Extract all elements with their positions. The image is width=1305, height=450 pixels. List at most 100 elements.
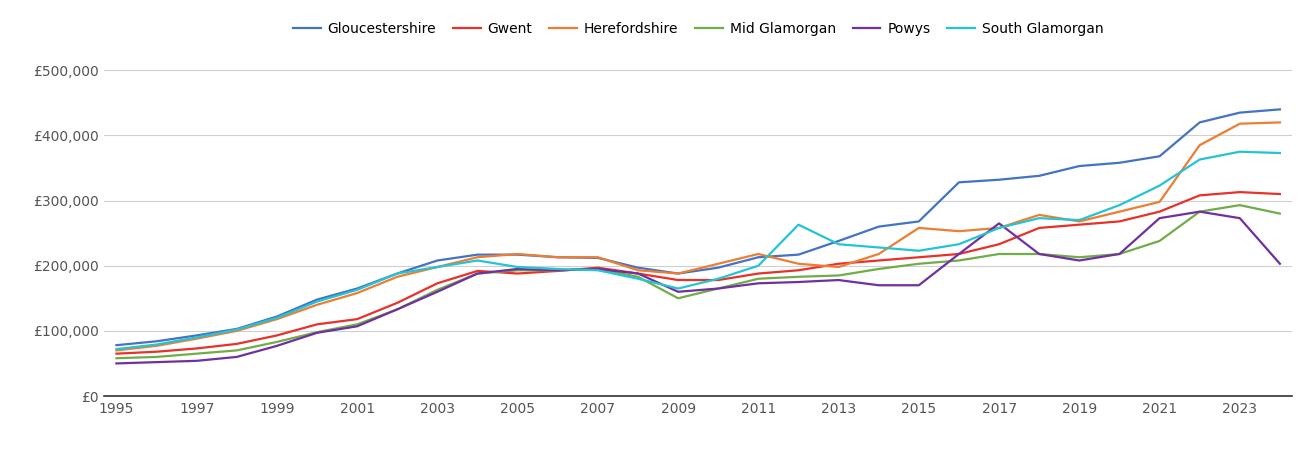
Gloucestershire (389, 271, 405, 276)
South Glamorgan (269, 315, 284, 320)
Powys (1152, 216, 1168, 221)
Powys (671, 289, 686, 294)
Herefordshire (911, 225, 927, 231)
Mid Glamorgan (1152, 238, 1168, 243)
Powys (1112, 251, 1128, 256)
Gloucestershire (1112, 160, 1128, 166)
Gwent (671, 277, 686, 283)
Line: Gloucestershire: Gloucestershire (116, 109, 1280, 345)
South Glamorgan (870, 245, 886, 250)
Gwent (149, 349, 164, 355)
Powys (149, 360, 164, 365)
Mid Glamorgan (791, 274, 806, 279)
Herefordshire (1112, 209, 1128, 214)
Gloucestershire (510, 252, 526, 257)
South Glamorgan (951, 242, 967, 247)
Mid Glamorgan (108, 356, 124, 361)
Herefordshire (992, 225, 1007, 231)
Gwent (510, 271, 526, 276)
Mid Glamorgan (750, 276, 766, 281)
Line: Mid Glamorgan: Mid Glamorgan (116, 205, 1280, 358)
Mid Glamorgan (429, 287, 445, 292)
Gwent (1112, 219, 1128, 224)
Gloucestershire (671, 271, 686, 276)
Mid Glamorgan (951, 258, 967, 263)
South Glamorgan (149, 342, 164, 347)
Line: Powys: Powys (116, 212, 1280, 364)
Herefordshire (630, 268, 646, 273)
Gwent (1191, 193, 1207, 198)
Legend: Gloucestershire, Gwent, Herefordshire, Mid Glamorgan, Powys, South Glamorgan: Gloucestershire, Gwent, Herefordshire, M… (287, 17, 1109, 41)
Gwent (108, 351, 124, 356)
Gloucestershire (269, 314, 284, 319)
Mid Glamorgan (870, 266, 886, 272)
Powys (831, 277, 847, 283)
Herefordshire (710, 261, 726, 266)
Gloucestershire (108, 342, 124, 348)
Gwent (750, 271, 766, 276)
Mid Glamorgan (350, 322, 365, 327)
Herefordshire (1152, 199, 1168, 205)
Gloucestershire (630, 265, 646, 270)
Powys (108, 361, 124, 366)
Mid Glamorgan (189, 351, 205, 356)
Mid Glamorgan (992, 251, 1007, 256)
Powys (429, 289, 445, 294)
Herefordshire (269, 316, 284, 322)
Powys (630, 271, 646, 276)
Powys (750, 281, 766, 286)
Gwent (710, 277, 726, 283)
Herefordshire (671, 271, 686, 276)
Gloucestershire (590, 255, 606, 261)
Powys (389, 306, 405, 312)
Gloucestershire (549, 255, 565, 260)
Mid Glamorgan (1191, 209, 1207, 214)
Gloucestershire (992, 177, 1007, 182)
Gloucestershire (1152, 153, 1168, 159)
Powys (309, 330, 325, 336)
Powys (1191, 209, 1207, 214)
Mid Glamorgan (831, 273, 847, 278)
Gloucestershire (1031, 173, 1047, 179)
Powys (911, 283, 927, 288)
South Glamorgan (791, 222, 806, 227)
South Glamorgan (108, 346, 124, 352)
Line: Gwent: Gwent (116, 192, 1280, 354)
Powys (470, 271, 485, 276)
Powys (590, 266, 606, 272)
Gwent (350, 316, 365, 322)
Mid Glamorgan (149, 354, 164, 360)
Gwent (429, 281, 445, 286)
Powys (951, 251, 967, 256)
Gloucestershire (1071, 163, 1087, 169)
Mid Glamorgan (911, 261, 927, 266)
Herefordshire (149, 343, 164, 349)
Mid Glamorgan (228, 348, 244, 353)
Mid Glamorgan (1232, 202, 1248, 208)
Herefordshire (1071, 219, 1087, 224)
South Glamorgan (228, 327, 244, 332)
Powys (791, 279, 806, 285)
Mid Glamorgan (590, 266, 606, 272)
Gloucestershire (791, 252, 806, 257)
South Glamorgan (831, 242, 847, 247)
Powys (510, 266, 526, 272)
Powys (1031, 251, 1047, 256)
South Glamorgan (590, 268, 606, 273)
Gloucestershire (189, 333, 205, 338)
Gloucestershire (870, 224, 886, 230)
Powys (1272, 261, 1288, 266)
Gloucestershire (710, 265, 726, 270)
Herefordshire (549, 255, 565, 260)
Herefordshire (429, 264, 445, 270)
South Glamorgan (389, 271, 405, 276)
Gloucestershire (309, 297, 325, 302)
Gwent (189, 346, 205, 351)
Powys (549, 268, 565, 273)
Mid Glamorgan (1272, 211, 1288, 216)
Mid Glamorgan (269, 339, 284, 345)
Gwent (951, 251, 967, 256)
Gwent (309, 322, 325, 327)
Gloucestershire (831, 238, 847, 243)
Gwent (1152, 209, 1168, 214)
